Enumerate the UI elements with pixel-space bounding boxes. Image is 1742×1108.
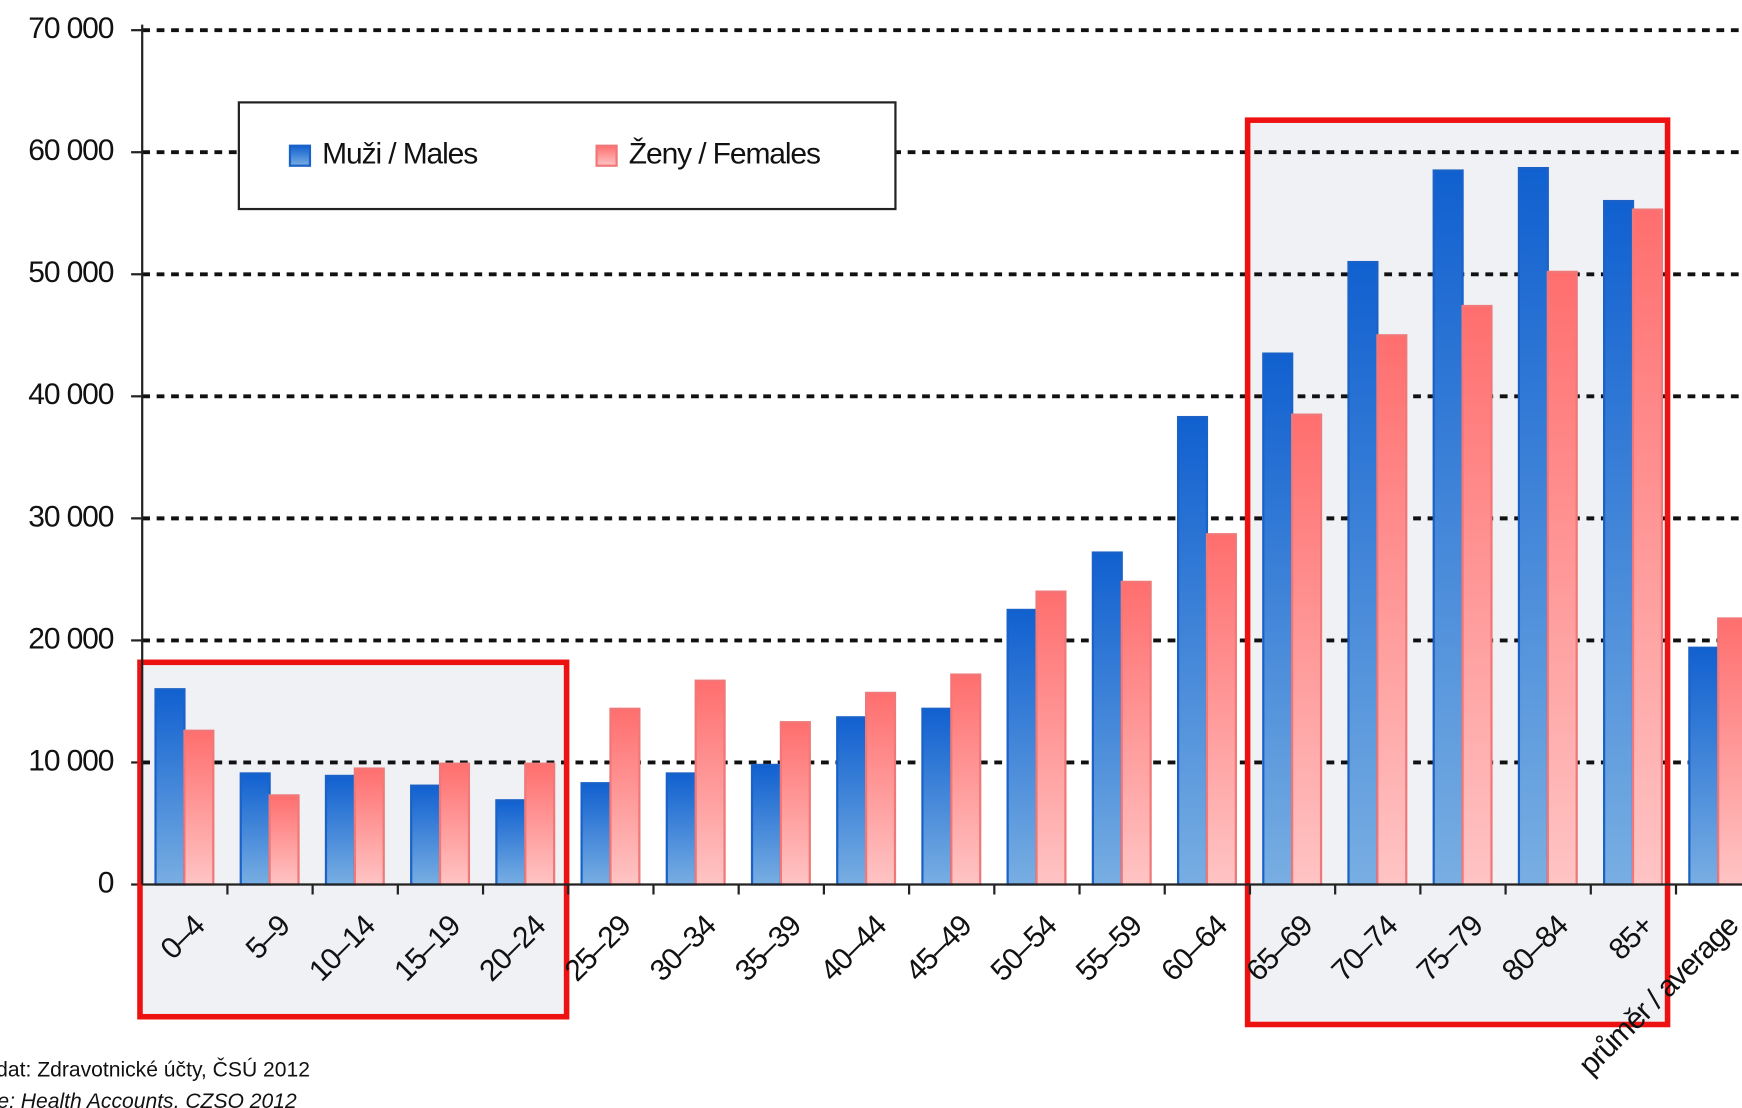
x-tick-label: 35–39 [729, 909, 808, 988]
legend-swatch [595, 144, 618, 167]
bar [1205, 533, 1237, 886]
highlight-box [1244, 117, 1671, 1028]
bar [1461, 304, 1493, 886]
bar [921, 707, 953, 886]
x-tick-label: 45–49 [899, 909, 978, 988]
bar [1603, 199, 1635, 886]
bar [1262, 352, 1294, 886]
bar [183, 729, 215, 886]
bar [609, 707, 641, 886]
y-tick-label: 30 000 [28, 500, 113, 533]
bar [836, 716, 868, 886]
bar [750, 763, 783, 886]
bar [1546, 270, 1578, 886]
bar [1035, 590, 1067, 886]
y-tick-label: 50 000 [28, 256, 113, 289]
bar [1631, 208, 1664, 886]
bar [1688, 646, 1720, 886]
bar [779, 721, 811, 886]
source-text: Zdroj dat: Zdravotnické účty, ČSÚ 2012 [0, 1059, 310, 1082]
bar [353, 767, 385, 886]
y-tick-label: 40 000 [28, 378, 113, 411]
bar [524, 762, 556, 886]
y-tick-label: 70 000 [28, 12, 113, 45]
bar [1517, 166, 1549, 886]
bar [1176, 415, 1209, 886]
legend-label: Muži / Males [322, 138, 477, 171]
bar [950, 673, 982, 886]
highlight-box [137, 659, 570, 1020]
bar [239, 772, 271, 886]
bar [1432, 169, 1464, 886]
bar [410, 784, 442, 886]
y-tick-label: 0 [98, 866, 114, 899]
x-tick-label: 55–59 [1070, 909, 1149, 988]
y-tick-label: 10 000 [28, 744, 113, 777]
bar [865, 691, 897, 886]
bar [1376, 334, 1408, 886]
bar [324, 774, 356, 886]
bar [1006, 608, 1038, 886]
legend-swatch [288, 144, 312, 167]
bar [154, 688, 186, 886]
bar [694, 679, 726, 886]
source-text: Source: Health Accounts, CZSO 2012 [0, 1090, 297, 1108]
x-tick-label: 60–64 [1155, 909, 1234, 988]
bar [1091, 551, 1123, 886]
bar [1291, 413, 1323, 886]
x-tick-label: 50–54 [985, 909, 1064, 988]
x-tick-label: 40–44 [814, 909, 893, 988]
bar [1347, 260, 1379, 886]
bar [1717, 617, 1742, 886]
y-tick-label: 60 000 [28, 134, 113, 167]
legend-box [237, 101, 897, 211]
bar [665, 772, 697, 886]
bar [438, 762, 471, 886]
legend-label: Ženy / Females [629, 138, 820, 171]
x-tick-label: 30–34 [644, 909, 723, 988]
bar [495, 799, 527, 886]
bar [1120, 580, 1152, 886]
x-tick-label: 25–29 [559, 909, 638, 988]
y-tick-label: 20 000 [28, 622, 113, 655]
bar [268, 794, 300, 886]
bar [580, 782, 612, 886]
